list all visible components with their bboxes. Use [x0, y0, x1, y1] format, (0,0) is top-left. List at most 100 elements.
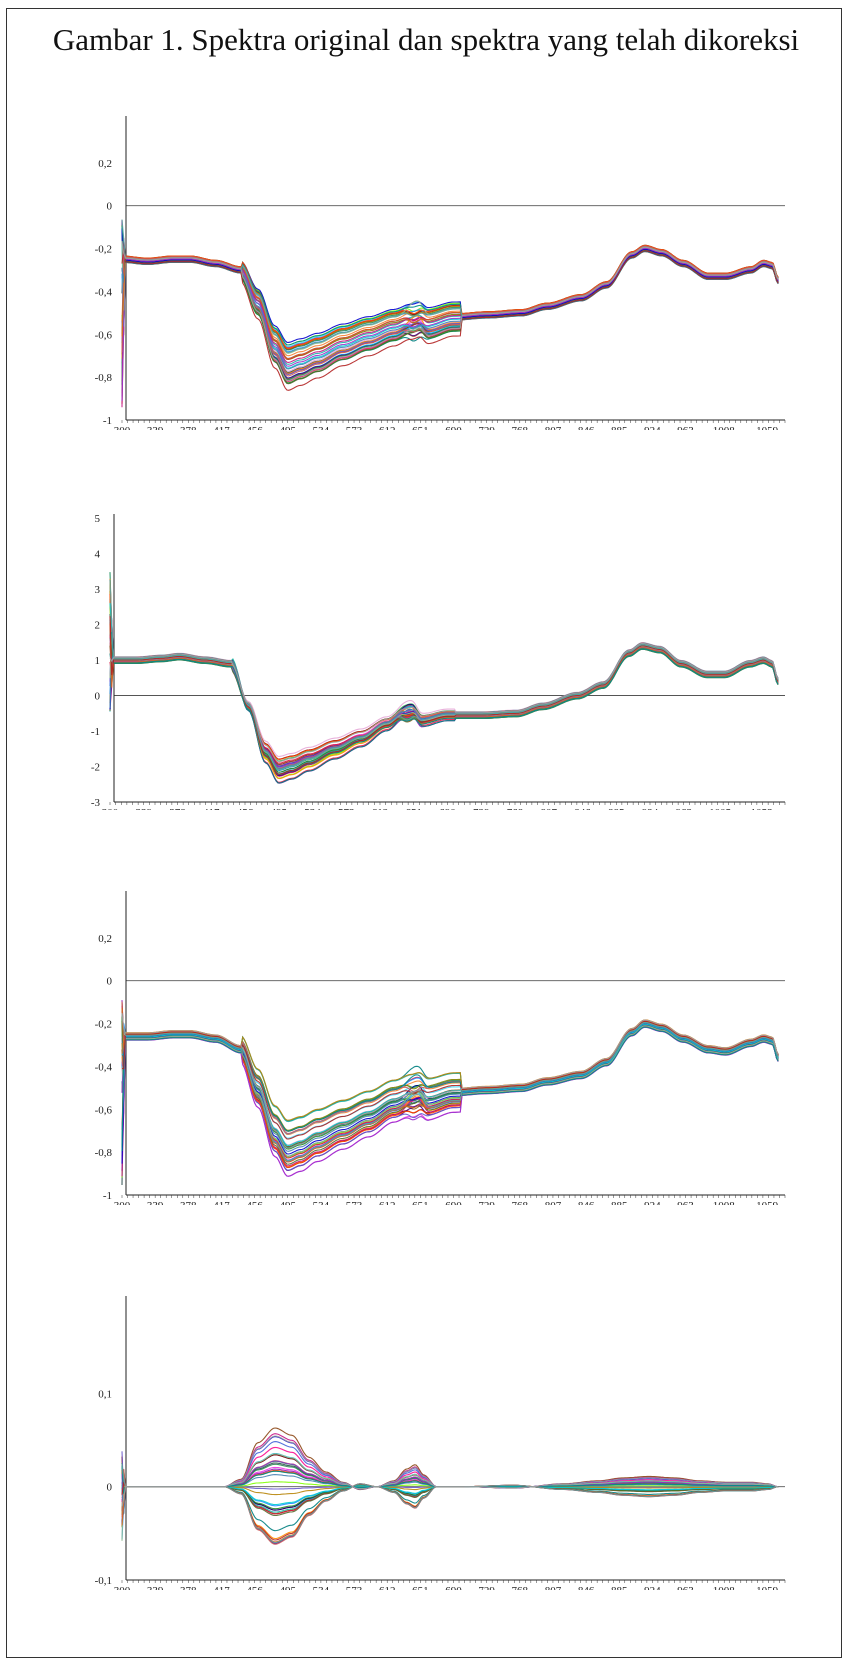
- y-tick-label: 0: [107, 976, 113, 988]
- x-tick-label: 378: [180, 1585, 197, 1590]
- x-tick-label: 924: [642, 807, 659, 810]
- y-tick-label: 4: [95, 549, 101, 561]
- series-line: [121, 1454, 779, 1499]
- x-tick-label: 807: [545, 1200, 562, 1205]
- x-tick-label: 534: [313, 425, 330, 430]
- x-tick-label: 846: [574, 807, 591, 810]
- x-tick-label: 963: [676, 807, 693, 810]
- y-tick-label: -3: [91, 797, 101, 809]
- y-tick-label: 1: [95, 655, 101, 667]
- series-line: [109, 603, 779, 771]
- series-line: [109, 634, 779, 777]
- x-tick-label: 924: [644, 425, 661, 430]
- x-tick-label: 378: [180, 425, 197, 430]
- series-line: [121, 1436, 779, 1524]
- x-tick-label: 300: [102, 807, 119, 810]
- y-tick-label: 2: [95, 620, 101, 632]
- x-tick-label: 378: [169, 807, 186, 810]
- x-tick-label: 339: [136, 807, 153, 810]
- x-tick-label: 807: [541, 807, 558, 810]
- x-tick-label: 924: [644, 1585, 661, 1590]
- x-tick-label: 1008: [713, 1200, 736, 1205]
- y-tick-label: 5: [95, 513, 101, 525]
- x-tick-label: 690: [445, 425, 462, 430]
- x-tick-label: 417: [213, 425, 230, 430]
- x-tick-label: 1008: [713, 1585, 736, 1590]
- x-tick-label: 885: [608, 807, 625, 810]
- y-tick-label: -0,6: [95, 1104, 113, 1116]
- x-tick-label: 612: [379, 1585, 396, 1590]
- y-tick-label: 0,1: [98, 1388, 112, 1400]
- y-tick-label: -2: [91, 762, 100, 774]
- chart-panel-corrected-2: 300 339 378 417 456 495 534 573 612 651 690 729 768 8…: [95, 891, 786, 1205]
- series-line: [121, 1013, 779, 1149]
- figure-title: Gambar 1. Spektra original dan spektra y…: [52, 22, 800, 57]
- x-tick-label: 846: [578, 425, 595, 430]
- series-line: [121, 244, 779, 349]
- series-line: [109, 619, 779, 775]
- y-tick-label: -0,1: [95, 1575, 112, 1587]
- x-tick-label: 729: [478, 1200, 495, 1205]
- series-line: [121, 220, 779, 379]
- y-tick-label: -0,8: [95, 372, 113, 384]
- series-line: [109, 590, 779, 775]
- series-line: [109, 634, 779, 762]
- series-line: [121, 1020, 779, 1140]
- x-tick-label: 339: [147, 1585, 164, 1590]
- series-line: [109, 579, 779, 771]
- x-tick-label: 1059: [756, 1200, 779, 1205]
- x-tick-label: 573: [338, 807, 355, 810]
- y-tick-label: -1: [103, 1190, 112, 1202]
- x-tick-label: 534: [313, 1200, 330, 1205]
- x-tick-label: 495: [280, 1585, 297, 1590]
- x-tick-label: 885: [611, 1200, 628, 1205]
- x-tick-label: 885: [611, 1585, 628, 1590]
- x-tick-label: 924: [644, 1200, 661, 1205]
- series-line: [121, 1007, 779, 1163]
- y-tick-label: -0,2: [95, 1019, 112, 1031]
- x-tick-label: 963: [677, 1200, 694, 1205]
- x-tick-label: 1059: [756, 1585, 779, 1590]
- chart-panel-original: 300 339 378 417 456 495 534 573 612 651 690 729 768 8…: [95, 116, 786, 430]
- x-tick-label: 768: [512, 425, 529, 430]
- series-line: [109, 617, 779, 776]
- series-line: [109, 631, 779, 775]
- series-line: [109, 593, 779, 777]
- series-line: [109, 579, 779, 773]
- y-tick-label: 3: [95, 584, 101, 596]
- x-tick-label: 612: [379, 425, 396, 430]
- x-tick-label: 768: [512, 1200, 529, 1205]
- x-tick-label: 963: [677, 1585, 694, 1590]
- series-line: [121, 248, 779, 391]
- y-tick-label: -0,2: [95, 244, 112, 256]
- x-tick-label: 339: [147, 1200, 164, 1205]
- x-tick-label: 456: [246, 425, 263, 430]
- x-tick-label: 612: [379, 1200, 396, 1205]
- series-line: [109, 620, 779, 773]
- x-tick-label: 495: [280, 425, 297, 430]
- x-tick-label: 300: [114, 1585, 131, 1590]
- x-tick-label: 378: [180, 1200, 197, 1205]
- y-tick-label: -0,4: [95, 1061, 113, 1073]
- series-line: [109, 619, 779, 775]
- x-tick-label: 1008: [713, 425, 736, 430]
- x-tick-label: 456: [246, 1200, 263, 1205]
- series-line: [121, 1468, 779, 1525]
- x-tick-label: 768: [512, 1585, 529, 1590]
- series-line: [109, 622, 779, 767]
- y-tick-label: 0: [107, 1482, 113, 1494]
- y-tick-label: -0,8: [95, 1147, 113, 1159]
- chart-panel-corrected-1: 3003393784174564955345736126516907297688…: [91, 513, 786, 810]
- series-line: [121, 1463, 779, 1544]
- series-line: [109, 616, 779, 775]
- y-tick-label: 0: [95, 691, 101, 703]
- series-line: [109, 643, 779, 763]
- x-tick-label: 1005: [709, 807, 732, 810]
- series-line: [121, 1435, 779, 1507]
- series-line: [121, 241, 779, 382]
- series-line: [109, 579, 779, 766]
- series-line: [121, 1433, 779, 1509]
- x-tick-label: 495: [280, 1200, 297, 1205]
- series-line: [109, 623, 779, 776]
- series-line: [109, 615, 779, 784]
